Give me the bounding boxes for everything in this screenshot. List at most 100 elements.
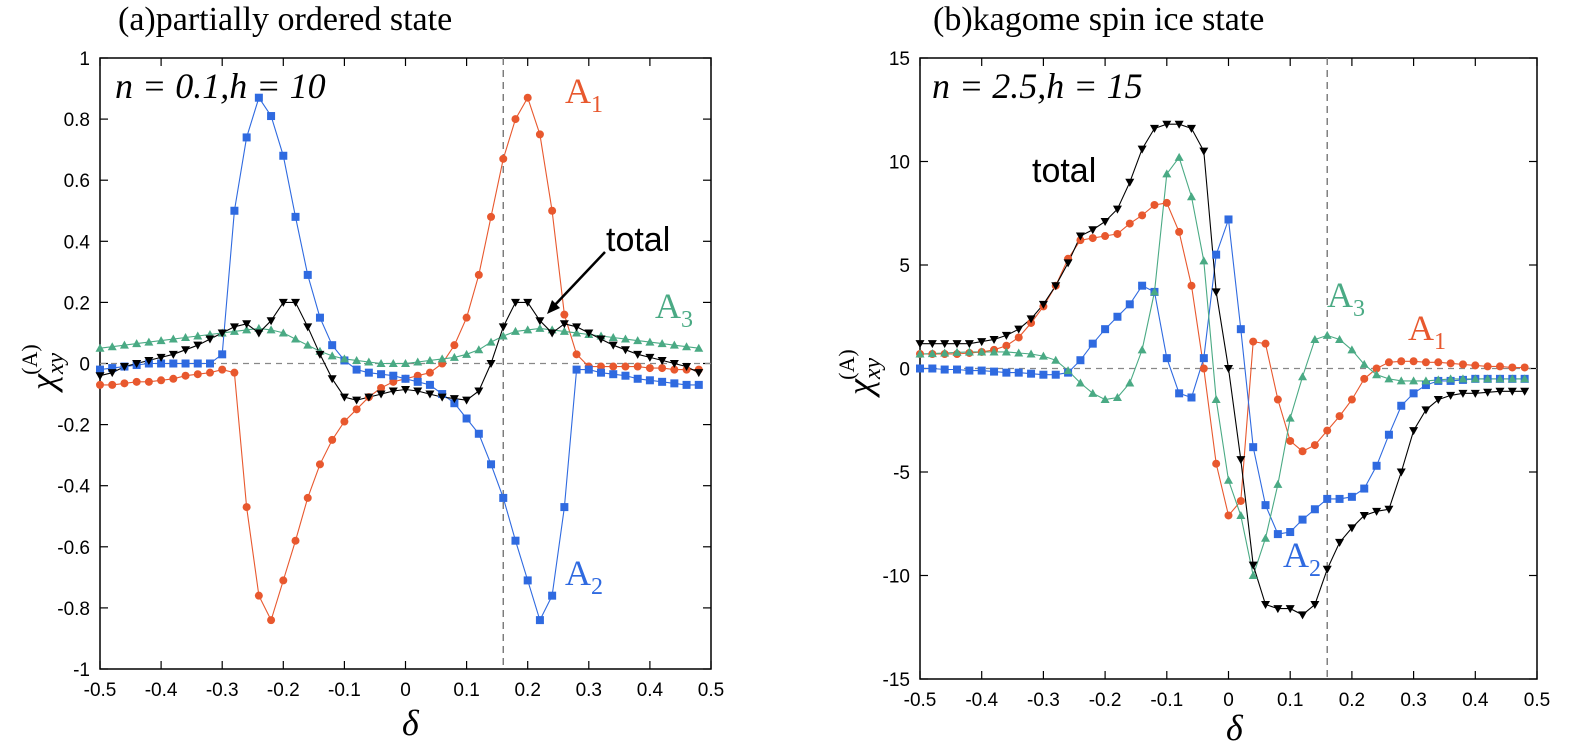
panel-a-series-a1-point [254, 591, 263, 600]
panel-b-series-a1-point [1471, 361, 1480, 370]
panel-b-series-a1-point [1434, 358, 1443, 367]
panel-b-series-a3-point [1495, 374, 1505, 383]
panel-a-series-a1-point [523, 93, 532, 102]
panel-b-series-total-point [1063, 259, 1073, 268]
panel-a-series-a1-point [218, 365, 227, 374]
panel-a-series-total-point [291, 298, 301, 307]
panel-a-series-a2-point [487, 460, 496, 469]
panel-b-xtick-label: -0.4 [965, 690, 998, 711]
panel-a-series-total-point [376, 390, 386, 399]
panel-a-ytick-label: 1 [79, 49, 90, 70]
panel-b-series-a1-point [1458, 360, 1467, 369]
panel-b-series-a3-point [1199, 256, 1209, 265]
panel-a-series-total-point [523, 298, 533, 307]
panel-a-series-total-point [352, 396, 362, 405]
panel-a-series-a3-point [462, 349, 472, 358]
panel-b-title: (b)kagome spin ice state [933, 1, 1264, 38]
panel-a-series-a2-point [352, 365, 361, 374]
panel-b-series-total-point [1335, 538, 1345, 547]
panel-b-series-a2-point [1347, 492, 1356, 501]
panel-a-series-total-point [584, 329, 594, 338]
panel-a-series-a1-point [389, 377, 398, 386]
panel-a-ytick-label: 0.2 [64, 293, 90, 314]
panel-b-series-a3-line [919, 156, 1525, 578]
panel-a-series-total-point [620, 346, 630, 355]
panel-a-xtick-label: 0.3 [576, 680, 602, 701]
panel-a-series-a2-line [99, 96, 699, 622]
panel-a-total-arrowhead [547, 300, 560, 314]
panel-a-series-a1-point [352, 405, 361, 414]
panel-b-ytick-label: 10 [889, 153, 910, 174]
panel-b-params: n = 2.5,h = 15 [932, 66, 1143, 106]
panel-a-series-total-point [156, 353, 166, 362]
panel-a-series-a3-point [291, 334, 301, 343]
panel-a-series-total-point [95, 372, 105, 381]
panel-b-series-a2-point [1162, 354, 1171, 363]
panel-a-series-total-point [242, 320, 252, 329]
panel-a-series-total-point [278, 298, 288, 307]
panel-a-series-a3-point [352, 355, 362, 364]
panel-b-series-total-point [1261, 600, 1271, 609]
panel-b-series-a3-point [1384, 374, 1394, 383]
panel-b-series-total-point [1347, 524, 1357, 533]
panel-a-xtick-label: 0 [400, 680, 411, 701]
panel-a-ytick-label: -1 [73, 660, 90, 681]
panel-a-series-a1-point [193, 370, 202, 379]
panel-a-series-a3-point [364, 357, 374, 366]
panel-b-series-a3-point [952, 347, 962, 356]
panel-b-series-a1-point [1421, 358, 1430, 367]
panel-b-series-a1-point [1236, 496, 1245, 505]
panel-b-series-total-point [1149, 124, 1159, 133]
panel-a-series-total-point [205, 335, 215, 344]
panel-a-ytick-label: 0 [79, 355, 90, 376]
panel-a-series-total-point [547, 329, 557, 338]
panel-a-series-a2-point [670, 379, 679, 388]
panel-b-label-a2: A2 [1283, 535, 1321, 582]
panel-b-series-total-point [1446, 391, 1456, 400]
panel-a-series-total-point [254, 329, 264, 338]
panel-a-label-a3: A3 [655, 286, 693, 333]
panel-b-xtick-label: 0.5 [1524, 690, 1550, 711]
panel-a-series-a3-point [303, 340, 313, 349]
panel-a-series-a2-point [511, 536, 520, 545]
panel-a-series-total-point [449, 395, 459, 404]
panel-a-params: n = 0.1,h = 10 [115, 66, 326, 106]
panel-a-series-a1-point [450, 341, 459, 350]
panel-b-series-a3-point [940, 348, 950, 357]
panel-a-series-a3-point [510, 326, 520, 335]
panel-b-series-total-point [940, 340, 950, 349]
panel-a-series-a1-point [633, 362, 642, 371]
panel-a-xtick-label: -0.3 [206, 680, 239, 701]
panel-a-series-a1-point [597, 362, 606, 371]
panel-b-ytick-label: 5 [899, 256, 910, 277]
panel-a-series-total-point [559, 320, 569, 329]
panel-a-ytick-label: -0.2 [57, 416, 90, 437]
panel-a-series-a1-point [157, 376, 166, 385]
panel-b-series-a2-point [1421, 381, 1430, 390]
panel-b-series-a3-point [1026, 349, 1036, 358]
panel-b-xtick-label: -0.3 [1027, 690, 1060, 711]
panel-a-series-a1-point [425, 368, 434, 377]
panel-b-series-a3-point [1372, 370, 1382, 379]
panel-b-series-a3-point [1483, 374, 1493, 383]
panel-a-series-a2-point [462, 414, 471, 423]
panel-b-series-total-point [977, 338, 987, 347]
panel-b-series-a1-point [1249, 337, 1258, 346]
panel-a-series-a1-point [645, 364, 654, 373]
panel-a-series-a1-point [96, 380, 104, 389]
panel-a-series-a2-point [572, 365, 581, 374]
panel-b-series-a2-point [1286, 528, 1295, 537]
panel-a-series-total-point [217, 329, 227, 338]
panel-b-series-a2-point [1175, 389, 1184, 398]
panel-a-series-a1-line [100, 96, 699, 622]
panel-a-series-a2-point [401, 374, 410, 383]
panel-a-series-a3-point [156, 336, 166, 345]
panel-a-series-a2-point [205, 359, 214, 368]
panel-b-series-a2-point [1224, 215, 1233, 224]
panel-b-series-a2-point [1027, 369, 1036, 378]
panel-b-series-a3-point [1261, 533, 1271, 542]
panel-b-series-total-point [1137, 145, 1147, 154]
panel-a-series-total-point [132, 360, 142, 368]
panel-b-series-a3-point [1273, 479, 1283, 488]
panel-a-series-a3-point [645, 337, 655, 346]
